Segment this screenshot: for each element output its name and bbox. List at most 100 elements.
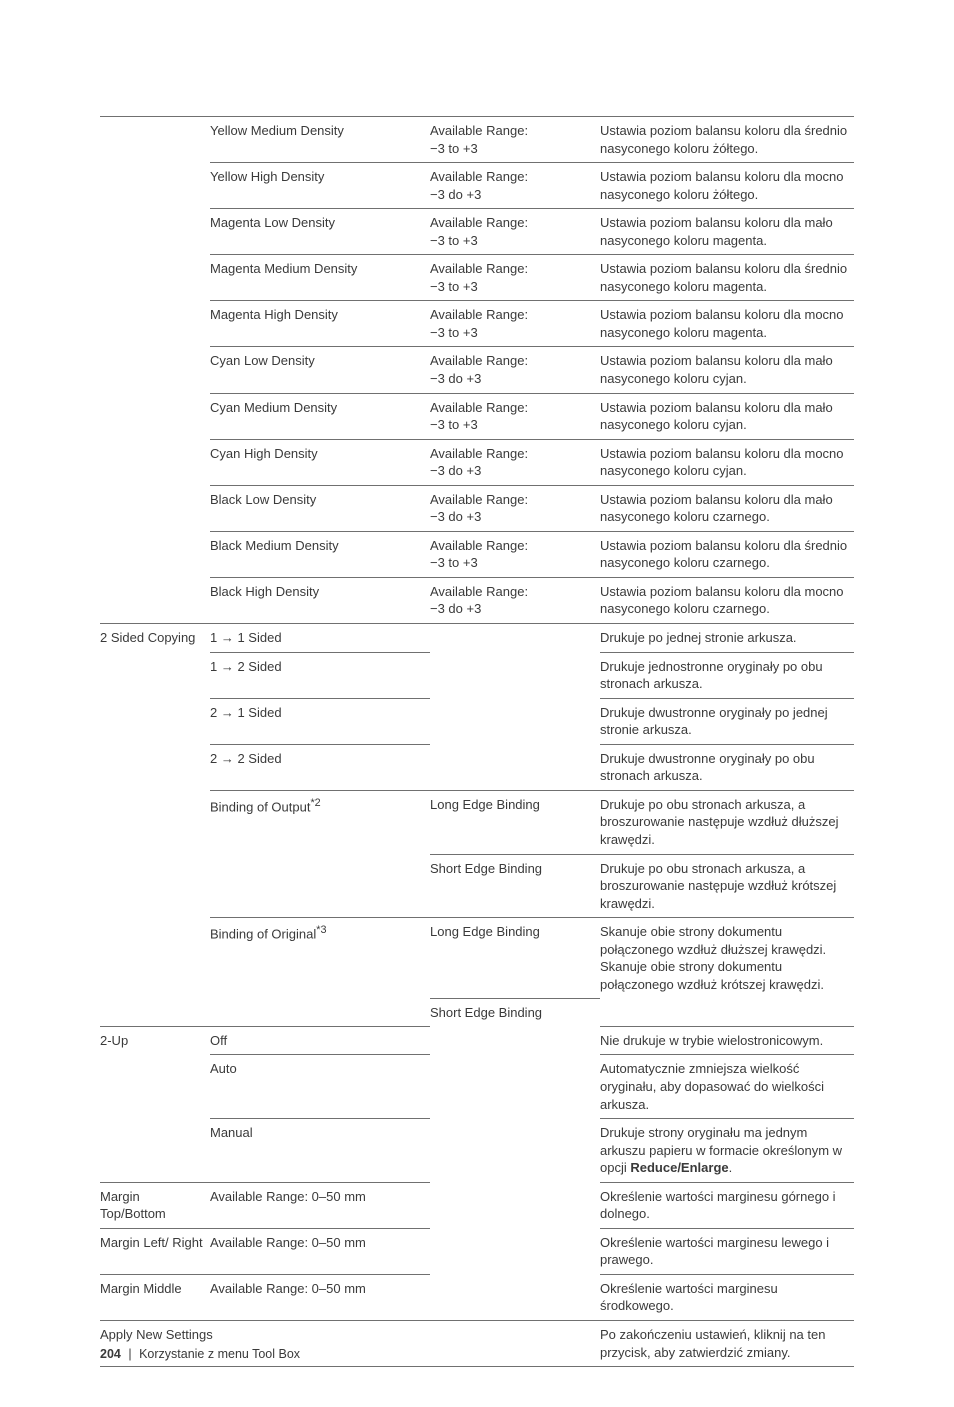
closing-rule: [100, 1367, 854, 1368]
cell-setting: Cyan High Density: [210, 439, 430, 485]
table-row: Black Low DensityAvailable Range:−3 do +…: [100, 485, 854, 531]
table-row: Cyan Low DensityAvailable Range:−3 do +3…: [100, 347, 854, 393]
cell-category: [100, 393, 210, 439]
cell-option: Available Range:−3 do +3: [430, 347, 600, 393]
cell-category: Margin Middle: [100, 1274, 210, 1320]
cell-description: Ustawia poziom balansu koloru dla mało n…: [600, 393, 854, 439]
table-row: 1 → 2 Sided Drukuje jednostronne oryginał…: [100, 652, 854, 698]
cell-category: [100, 854, 210, 918]
table-row: Margin MiddleAvailable Range: 0–50 mm Okr…: [100, 1274, 854, 1320]
cell-option: [430, 744, 600, 790]
cell-option: Available Range:−3 do +3: [430, 485, 600, 531]
cell-setting: 1 → 2 Sided: [210, 652, 430, 698]
cell-setting: Available Range: 0–50 mm: [210, 1182, 430, 1228]
cell-option: [430, 1228, 600, 1274]
settings-table: Yellow Medium DensityAvailable Range:−3 …: [100, 116, 854, 1367]
table-row: Auto Automatycznie zmniejsza wielkość ory…: [100, 1055, 854, 1119]
cell-option: [430, 1026, 600, 1055]
cell-setting: Binding of Original*3: [210, 918, 430, 999]
cell-category: [100, 698, 210, 744]
cell-description: Określenie wartości marginesu środkowego…: [600, 1274, 854, 1320]
cell-setting: Cyan Low Density: [210, 347, 430, 393]
cell-option: Available Range:−3 to +3: [430, 393, 600, 439]
cell-setting: Magenta High Density: [210, 301, 430, 347]
table-row: Yellow Medium DensityAvailable Range:−3 …: [100, 117, 854, 163]
table-row: Short Edge BindingDrukuje po obu stronac…: [100, 854, 854, 918]
cell-description: Drukuje dwustronne oryginały po jednej s…: [600, 698, 854, 744]
cell-category: [100, 577, 210, 623]
cell-description: Nie drukuje w trybie wielostronicowym.: [600, 1026, 854, 1055]
cell-setting: 1 → 1 Sided: [210, 624, 430, 653]
table-row: Magenta Medium DensityAvailable Range:−3…: [100, 255, 854, 301]
cell-description: Ustawia poziom balansu koloru dla mocno …: [600, 439, 854, 485]
table-row: Margin Top/BottomAvailable Range: 0–50 m…: [100, 1182, 854, 1228]
cell-description: Określenie wartości marginesu lewego i p…: [600, 1228, 854, 1274]
table-row: Margin Left/ RightAvailable Range: 0–50 …: [100, 1228, 854, 1274]
cell-description: Ustawia poziom balansu koloru dla mocno …: [600, 163, 854, 209]
cell-option: [430, 1182, 600, 1228]
cell-option: Available Range:−3 to +3: [430, 209, 600, 255]
cell-description: Ustawia poziom balansu koloru dla średni…: [600, 117, 854, 163]
cell-description: Drukuje po jednej stronie arkusza.: [600, 624, 854, 653]
cell-option: Available Range:−3 to +3: [430, 117, 600, 163]
cell-option: [430, 1055, 600, 1119]
cell-setting: 2 → 2 Sided: [210, 744, 430, 790]
cell-description: Ustawia poziom balansu koloru dla mało n…: [600, 209, 854, 255]
cell-description: Ustawia poziom balansu koloru dla mocno …: [600, 577, 854, 623]
table-row: Binding of Output*2Long Edge BindingDruk…: [100, 790, 854, 854]
cell-setting: Binding of Output*2: [210, 790, 430, 854]
cell-setting: [210, 998, 430, 1026]
cell-setting: Yellow High Density: [210, 163, 430, 209]
cell-option: [430, 1274, 600, 1320]
table-row: Magenta High DensityAvailable Range:−3 t…: [100, 301, 854, 347]
table-row: 2 Sided Copying1 → 1 Sided Drukuje po jed…: [100, 624, 854, 653]
cell-option: [430, 1119, 600, 1183]
cell-setting: Cyan Medium Density: [210, 393, 430, 439]
cell-setting: Manual: [210, 1119, 430, 1183]
cell-description: Automatycznie zmniejsza wielkość orygina…: [600, 1055, 854, 1119]
cell-description: Po zakończeniu ustawień, kliknij na ten …: [600, 1320, 854, 1366]
cell-option: [430, 624, 600, 653]
cell-description: Drukuje dwustronne oryginały po obu stro…: [600, 744, 854, 790]
table-row: Black High DensityAvailable Range:−3 do …: [100, 577, 854, 623]
cell-setting: Yellow Medium Density: [210, 117, 430, 163]
footer-text: Korzystanie z menu Tool Box: [139, 1347, 300, 1361]
cell-setting: [210, 854, 430, 918]
cell-category: [100, 531, 210, 577]
table-row: Magenta Low DensityAvailable Range:−3 to…: [100, 209, 854, 255]
table-row: Manual Drukuje strony oryginału ma jednym…: [100, 1119, 854, 1183]
cell-option: Available Range:−3 do +3: [430, 577, 600, 623]
cell-description: Ustawia poziom balansu koloru dla średni…: [600, 531, 854, 577]
cell-description: Drukuje po obu stronach arkusza, a brosz…: [600, 854, 854, 918]
table-row: Short Edge Binding: [100, 998, 854, 1026]
cell-category: [100, 163, 210, 209]
cell-category: [100, 301, 210, 347]
cell-category: 2 Sided Copying: [100, 624, 210, 653]
cell-category: Margin Left/ Right: [100, 1228, 210, 1274]
cell-setting: Auto: [210, 1055, 430, 1119]
cell-description: [600, 998, 854, 1026]
cell-setting: Available Range: 0–50 mm: [210, 1228, 430, 1274]
cell-description: Ustawia poziom balansu koloru dla mało n…: [600, 485, 854, 531]
cell-category: [100, 255, 210, 301]
cell-setting: Black Medium Density: [210, 531, 430, 577]
cell-category: 2-Up: [100, 1026, 210, 1055]
table-row: 2 → 1 SidedDrukuje dwustronne oryginały …: [100, 698, 854, 744]
cell-option: Short Edge Binding: [430, 998, 600, 1026]
table-row: 2-UpOffNie drukuje w trybie wielostronic…: [100, 1026, 854, 1055]
cell-category: [100, 652, 210, 698]
cell-option: [430, 698, 600, 744]
cell-setting: Magenta Medium Density: [210, 255, 430, 301]
cell-description: Drukuje jednostronne oryginały po obu st…: [600, 652, 854, 698]
cell-category: [100, 918, 210, 999]
cell-setting: Black High Density: [210, 577, 430, 623]
cell-option: Available Range:−3 to +3: [430, 531, 600, 577]
footer-separator: |: [128, 1347, 131, 1361]
table-row: Binding of Original*3Long Edge BindingSk…: [100, 918, 854, 999]
cell-setting: Available Range: 0–50 mm: [210, 1274, 430, 1320]
table-row: 2 → 2 Sided Drukuje dwustronne oryginały …: [100, 744, 854, 790]
cell-category: [100, 1055, 210, 1119]
cell-category: [100, 1119, 210, 1183]
cell-description: Drukuje strony oryginału ma jednym arkus…: [600, 1119, 854, 1183]
cell-category: [100, 347, 210, 393]
